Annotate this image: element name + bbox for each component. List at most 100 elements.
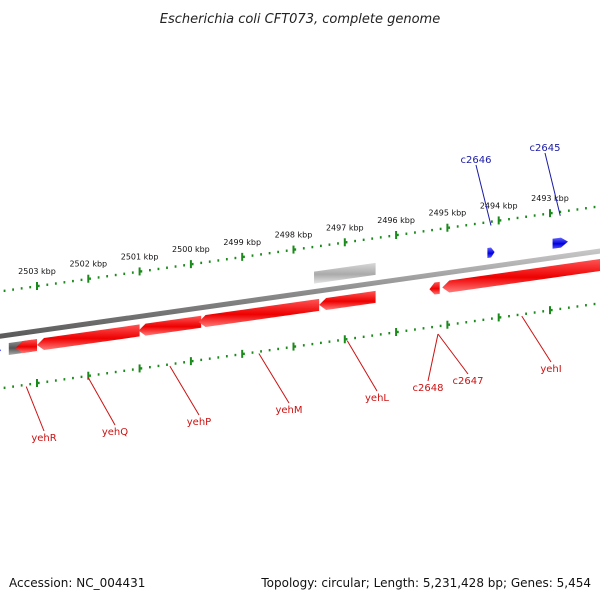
feature-gene-c2648[interactable] [429, 281, 440, 295]
backbone [0, 248, 600, 339]
feature-gene-yehq[interactable] [37, 324, 140, 351]
minor-tick-top [123, 272, 126, 276]
minor-tick-bottom [431, 325, 433, 329]
minor-tick-bottom [217, 356, 220, 359]
feature-gene-yehp[interactable] [138, 315, 202, 336]
gene-label-c2645[interactable]: c2645 [530, 143, 561, 154]
tick-label-2497: 2497 kbp [326, 223, 364, 232]
feature-labels: c2646 c2645 yehR yehQ yehP yehM yehL c2648 c2647… [25, 143, 562, 444]
minor-tick-top [302, 247, 305, 250]
minor-tick-top [491, 220, 493, 223]
gene-label-yehp[interactable]: yehP [187, 417, 211, 428]
gene-label-c2646[interactable]: c2646 [461, 155, 492, 166]
minor-tick-top [405, 232, 408, 235]
leader-line-yehq [87, 377, 116, 426]
minor-tick-bottom [337, 339, 339, 342]
feature-gene-c2646[interactable] [487, 247, 495, 259]
minor-tick-top [585, 207, 587, 210]
backbone-line [0, 248, 600, 339]
minor-tick-top [473, 222, 476, 226]
minor-tick-bottom [396, 330, 399, 334]
minor-tick-top [482, 221, 485, 225]
gene-label-yehl[interactable]: yehL [365, 393, 389, 404]
gene-label-yehr[interactable]: yehR [31, 433, 56, 444]
minor-tick-bottom [525, 312, 527, 315]
minor-tick-top [294, 248, 297, 251]
minor-tick-top [542, 213, 545, 216]
minor-tick-top [157, 267, 160, 271]
feature-gene-c2645[interactable] [552, 237, 568, 249]
leader-line-yehp [169, 365, 200, 416]
minor-tick-bottom [140, 367, 143, 370]
feature-blue-a[interactable] [0, 345, 2, 360]
minor-tick-top [63, 281, 66, 284]
minor-tick-top [277, 250, 280, 254]
minor-tick-bottom [593, 302, 596, 306]
minor-tick-bottom [576, 305, 579, 308]
feature-gene-yehi[interactable] [442, 259, 600, 293]
minor-tick-bottom [114, 370, 117, 374]
minor-tick-top [320, 244, 322, 248]
tick-label-2501: 2501 kbp [121, 252, 159, 261]
minor-tick-top [354, 239, 356, 243]
minor-tick-top [508, 217, 510, 221]
minor-tick-top [243, 255, 245, 259]
minor-tick-top [29, 285, 32, 289]
feature-gene-yehr[interactable] [15, 339, 37, 354]
minor-tick-bottom [54, 379, 57, 382]
minor-tick-bottom [166, 363, 168, 366]
minor-tick-top [12, 288, 14, 291]
minor-tick-top [260, 253, 262, 256]
minor-tick-top [225, 258, 228, 261]
minor-tick-top [396, 233, 399, 237]
tick-label-2496: 2496 kbp [377, 216, 415, 225]
minor-tick-bottom [379, 333, 382, 336]
tick-label-2502: 2502 kbp [69, 260, 107, 269]
minor-tick-bottom [491, 317, 493, 320]
leader-line-c2647 [437, 333, 469, 375]
gene-label-c2647[interactable]: c2647 [453, 376, 484, 387]
minor-tick-top [166, 266, 168, 269]
gene-label-yehq[interactable]: yehQ [102, 427, 128, 438]
gene-label-yehi[interactable]: yehI [540, 364, 561, 375]
minor-tick-top [114, 273, 117, 277]
gene-label-c2648[interactable]: c2648 [413, 383, 444, 394]
minor-tick-top [89, 277, 91, 280]
minor-tick-bottom [516, 313, 519, 317]
minor-tick-top [131, 271, 134, 274]
tick-label-2495: 2495 kbp [429, 209, 467, 218]
minor-tick-top [54, 282, 57, 285]
minor-tick-bottom [123, 369, 126, 373]
minor-tick-top [251, 254, 254, 257]
minor-tick-bottom [20, 384, 23, 387]
minor-tick-bottom [225, 355, 228, 358]
minor-tick-bottom [131, 368, 134, 371]
minor-tick-bottom [328, 340, 331, 343]
minor-tick-bottom [251, 351, 254, 354]
leader-line-yehi [521, 315, 552, 363]
minor-tick-bottom [448, 323, 451, 326]
minor-tick-top [174, 265, 177, 268]
minor-tick-top [234, 256, 237, 260]
genome-summary-text: Topology: circular; Length: 5,231,428 bp… [260, 576, 591, 590]
leader-line-c2648 [427, 333, 439, 382]
feature-light-gray-a[interactable] [314, 262, 376, 284]
feature-gene-yehm[interactable] [198, 298, 320, 328]
minor-tick-bottom [508, 314, 510, 318]
minor-tick-top [422, 230, 425, 233]
minor-tick-top [456, 225, 459, 228]
minor-tick-top [37, 284, 40, 288]
minor-tick-bottom [499, 316, 502, 319]
feature-gene-yehl[interactable] [319, 290, 376, 310]
scale-ticks: 2493 kbp 2494 kbp 2495 kbp 2496 kbp 2497 kbp… [3, 194, 596, 390]
minor-tick-top [200, 261, 203, 265]
minor-tick-bottom [234, 353, 237, 357]
minor-tick-top [465, 224, 468, 227]
minor-tick-top [268, 251, 271, 255]
leader-line-c2646 [475, 164, 492, 226]
minor-tick-top [149, 268, 151, 272]
map-title: Escherichia coli CFT073, complete genome [160, 12, 440, 27]
gene-label-yehm[interactable]: yehM [275, 405, 302, 416]
minor-tick-bottom [405, 329, 408, 332]
minor-tick-bottom [362, 335, 365, 339]
